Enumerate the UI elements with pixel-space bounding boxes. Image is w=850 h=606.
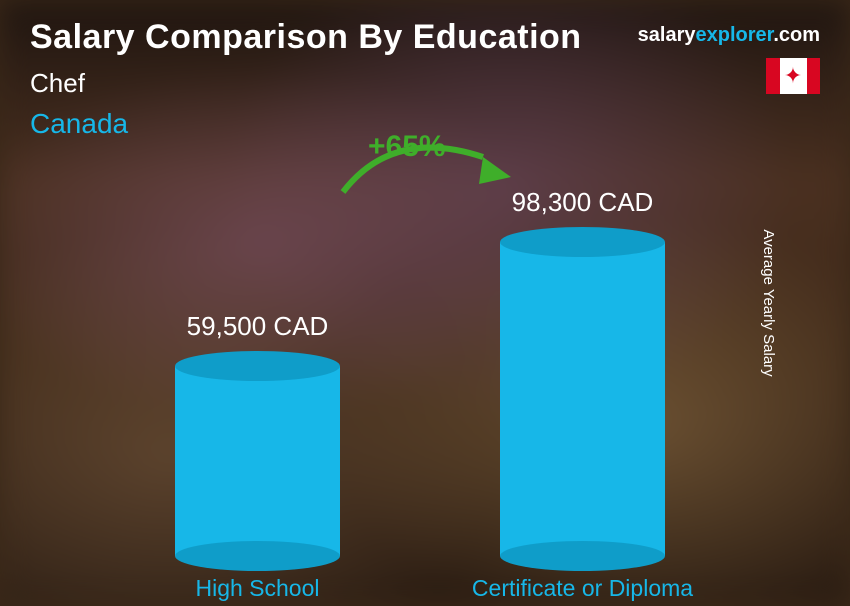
job-title: Chef bbox=[30, 68, 85, 99]
flag-mid: ✦ bbox=[780, 58, 807, 94]
chart-title: Salary Comparison By Education bbox=[30, 18, 582, 57]
bar-top-1 bbox=[500, 227, 665, 257]
bar-front-0 bbox=[175, 366, 340, 556]
bar-0 bbox=[175, 366, 340, 556]
brand-part2: explorer bbox=[695, 24, 773, 46]
flag-band-right bbox=[807, 58, 821, 94]
bar-value-0: 59,500 CAD bbox=[175, 311, 340, 342]
bar-chart: 59,500 CAD High School 98,300 CAD Certif… bbox=[0, 136, 850, 606]
bar-group-1: 98,300 CAD Certificate or Diploma bbox=[500, 187, 665, 556]
brand-part1: salary bbox=[638, 24, 696, 46]
bar-top-0 bbox=[175, 351, 340, 381]
bar-bottom-0 bbox=[175, 541, 340, 571]
bar-group-0: 59,500 CAD High School bbox=[175, 311, 340, 556]
maple-leaf-icon: ✦ bbox=[784, 65, 802, 87]
brand-part3: .com bbox=[773, 24, 820, 46]
bar-bottom-1 bbox=[500, 541, 665, 571]
bar-label-1: Certificate or Diploma bbox=[472, 575, 693, 602]
brand-logo: salaryexplorer.com bbox=[638, 24, 820, 47]
canada-flag-icon: ✦ bbox=[766, 58, 820, 94]
flag-band-left bbox=[766, 58, 780, 94]
bar-value-1: 98,300 CAD bbox=[500, 187, 665, 218]
bar-label-0: High School bbox=[195, 575, 319, 602]
infographic-content: Salary Comparison By Education Chef Cana… bbox=[0, 0, 850, 606]
bar-1 bbox=[500, 242, 665, 556]
bar-front-1 bbox=[500, 242, 665, 556]
